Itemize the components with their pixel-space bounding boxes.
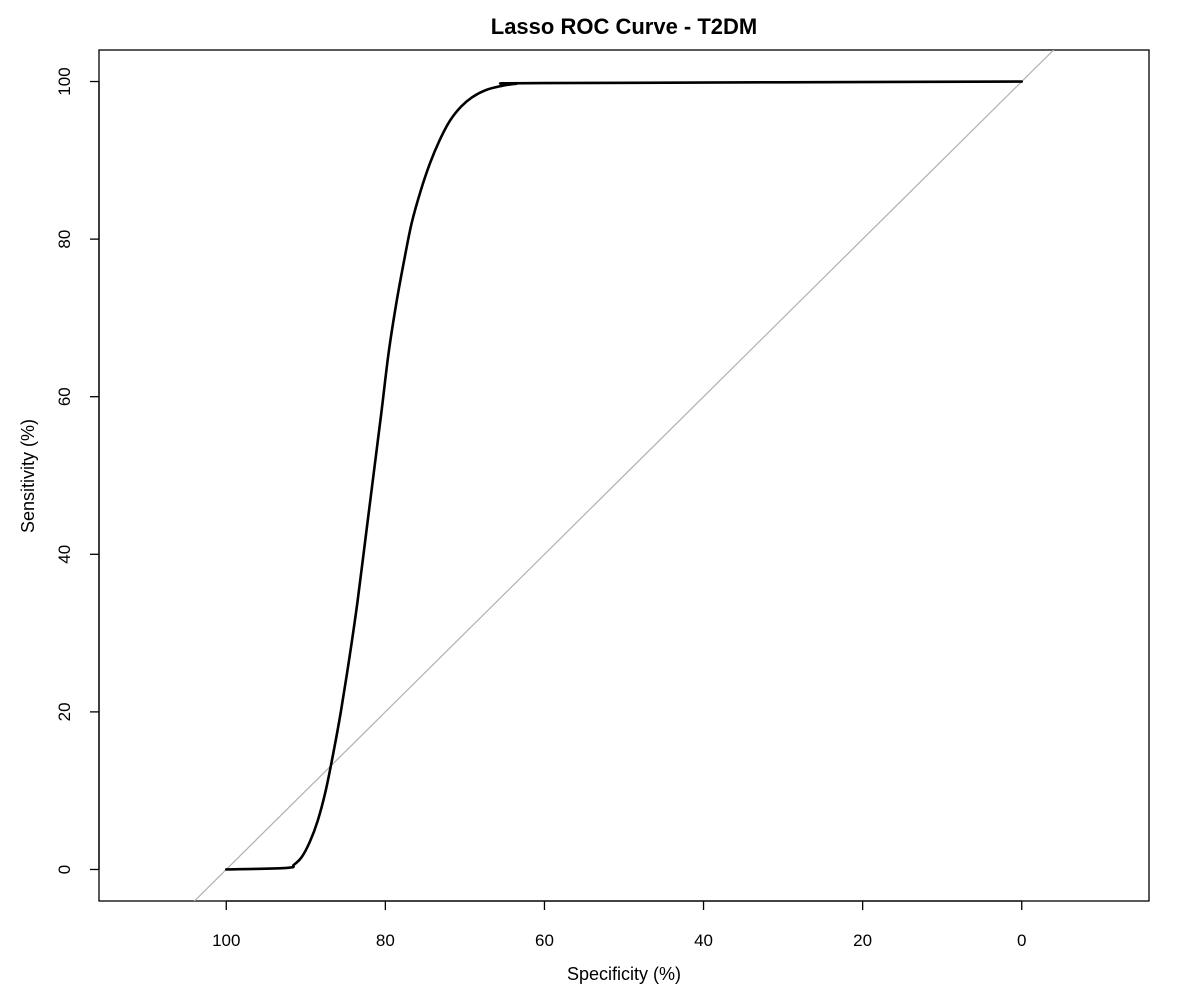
y-tick-label: 40 [55,545,74,564]
y-tick-label: 80 [55,230,74,249]
y-tick-label: 60 [55,387,74,406]
x-tick-label: 80 [376,931,395,950]
roc-curve-line-0 [224,80,1024,871]
x-axis: 100 80 60 40 20 0 [212,900,1026,950]
y-tick-label: 20 [55,702,74,721]
y-tick-label: 0 [55,865,74,874]
x-axis-label: Specificity (%) [567,964,681,984]
x-tick-label: 100 [212,931,240,950]
x-tick-label: 40 [694,931,713,950]
x-tick-label: 20 [853,931,872,950]
y-tick-label: 100 [55,67,74,95]
x-tick-label: 60 [535,931,554,950]
y-axis: 0 20 40 60 80 100 [55,67,100,874]
plot-area [193,50,1055,901]
chart-title: Lasso ROC Curve - T2DM [491,14,758,39]
y-axis-label: Sensitivity (%) [18,419,38,533]
x-tick-label: 0 [1017,931,1026,950]
reference-diagonal-line [193,50,1055,901]
